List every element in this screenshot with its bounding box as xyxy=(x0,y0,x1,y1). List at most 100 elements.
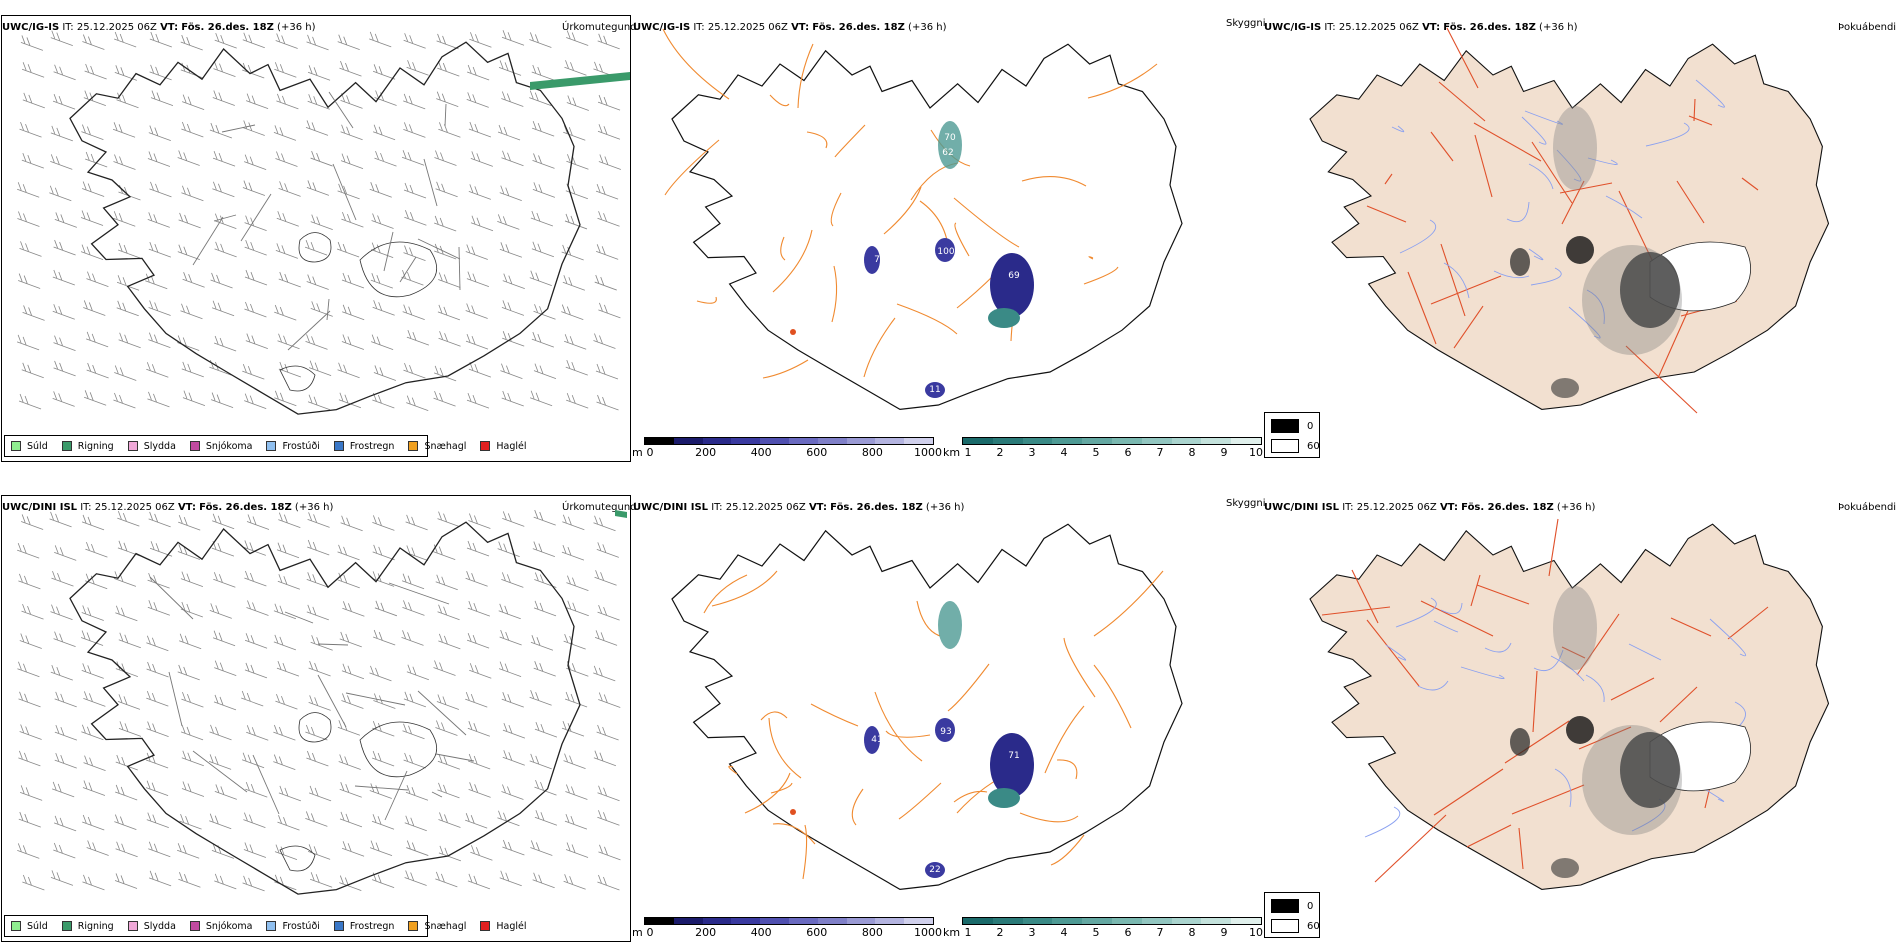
wind-barb xyxy=(339,60,362,77)
wind-barb xyxy=(52,269,75,286)
wind-barb xyxy=(406,664,429,681)
low-visibility-area xyxy=(864,726,880,754)
wind-barb xyxy=(244,301,267,318)
wind-barb xyxy=(278,271,301,288)
wind-barb xyxy=(21,153,44,169)
wind-barb xyxy=(115,754,138,771)
low-visibility-area xyxy=(925,862,945,878)
wind-barb xyxy=(529,690,552,706)
model-name: UWC/DINI ISL xyxy=(2,502,78,513)
wind-barb xyxy=(470,845,493,861)
legend-label: Snjókoma xyxy=(205,920,253,932)
precip-map[interactable] xyxy=(0,0,630,470)
wind-barb xyxy=(531,241,555,258)
wind-barb xyxy=(372,64,396,80)
wind-barb xyxy=(52,391,75,407)
road-line xyxy=(1518,827,1524,870)
it-value: 25.12.2025 06Z xyxy=(94,502,175,513)
wind-barb xyxy=(502,750,525,766)
wind-barb xyxy=(146,721,169,737)
legend-swatch xyxy=(11,921,21,931)
wind-barb xyxy=(468,513,491,529)
glacier-outline xyxy=(279,845,316,872)
road-line xyxy=(772,229,813,293)
wind-barb xyxy=(54,752,77,769)
road-line xyxy=(1548,518,1559,577)
fog-map[interactable] xyxy=(0,480,1900,950)
river-line xyxy=(1364,806,1401,838)
wind-barb xyxy=(180,34,203,51)
wind-barb xyxy=(177,544,201,560)
wind-barb xyxy=(307,65,331,81)
wind-barb xyxy=(147,600,170,616)
precip-map[interactable] xyxy=(0,480,630,950)
wind-barb xyxy=(433,660,456,676)
road-line xyxy=(384,770,408,821)
legend-item: Súld xyxy=(11,921,48,932)
wind-barb xyxy=(245,93,269,110)
wind-barb xyxy=(54,724,78,741)
wind-barb xyxy=(146,362,169,378)
glacier-outline xyxy=(359,721,438,778)
wind-barb xyxy=(372,544,395,561)
wind-barb xyxy=(273,754,296,770)
wind-barb xyxy=(308,660,331,677)
colorbar-cell xyxy=(1141,438,1172,444)
road-line xyxy=(916,600,941,637)
wind-barb xyxy=(20,35,44,51)
colorbar-cell xyxy=(1022,918,1053,924)
wind-barb xyxy=(54,212,77,228)
legend-swatch xyxy=(480,441,491,451)
wind-barb xyxy=(113,392,136,409)
road-line xyxy=(1625,345,1698,414)
vt-value: Fös. 26.des. 18Z xyxy=(181,22,274,33)
wind-barb xyxy=(214,241,237,258)
wind-barb xyxy=(563,753,586,769)
wind-barb xyxy=(341,212,364,228)
wind-barb xyxy=(403,362,426,379)
wind-barb xyxy=(49,511,72,528)
wind-barb xyxy=(114,814,137,830)
wind-barb xyxy=(469,32,492,48)
wind-barb xyxy=(532,872,555,889)
it-label: IT: xyxy=(1342,502,1354,513)
wind-barb xyxy=(244,570,267,587)
wind-barb xyxy=(529,90,552,106)
road-line xyxy=(317,674,347,728)
wind-barb xyxy=(278,785,302,802)
road-line xyxy=(1019,812,1079,823)
wind-barb xyxy=(562,514,585,531)
road-line xyxy=(149,576,194,620)
wind-barb xyxy=(465,244,488,260)
vt-label: VT: xyxy=(177,502,196,513)
wind-barb xyxy=(52,93,76,110)
colorbar-cell xyxy=(788,438,818,444)
legend-item: Snjókoma xyxy=(189,920,253,932)
wind-barb xyxy=(406,395,429,411)
wind-barb xyxy=(502,511,525,527)
wind-barb xyxy=(273,125,297,141)
wind-barb xyxy=(593,333,616,349)
legend-swatch xyxy=(189,441,200,451)
road-line xyxy=(383,231,394,272)
wind-barb xyxy=(150,90,174,106)
visibility-value: 41 xyxy=(871,735,882,745)
wind-barb xyxy=(465,813,488,829)
colorbar-tick: 400 xyxy=(750,926,772,939)
row-1: UWC/IG-IS IT: 25.12.2025 06Z VT: Fös. 26… xyxy=(0,0,1900,470)
lead-time: (+36 h) xyxy=(294,502,334,513)
river-line xyxy=(1391,125,1405,133)
wind-barb xyxy=(437,304,461,321)
wind-barb xyxy=(468,184,491,200)
visibility-value: 93 xyxy=(940,727,951,737)
road-line xyxy=(896,303,958,335)
road-line xyxy=(1670,617,1712,637)
marker-dot xyxy=(790,809,796,815)
low-visibility-area xyxy=(988,788,1020,808)
wind-barb xyxy=(181,361,204,378)
road-line xyxy=(1433,768,1504,816)
fog-map[interactable] xyxy=(0,0,1900,470)
wind-barb xyxy=(212,513,235,530)
